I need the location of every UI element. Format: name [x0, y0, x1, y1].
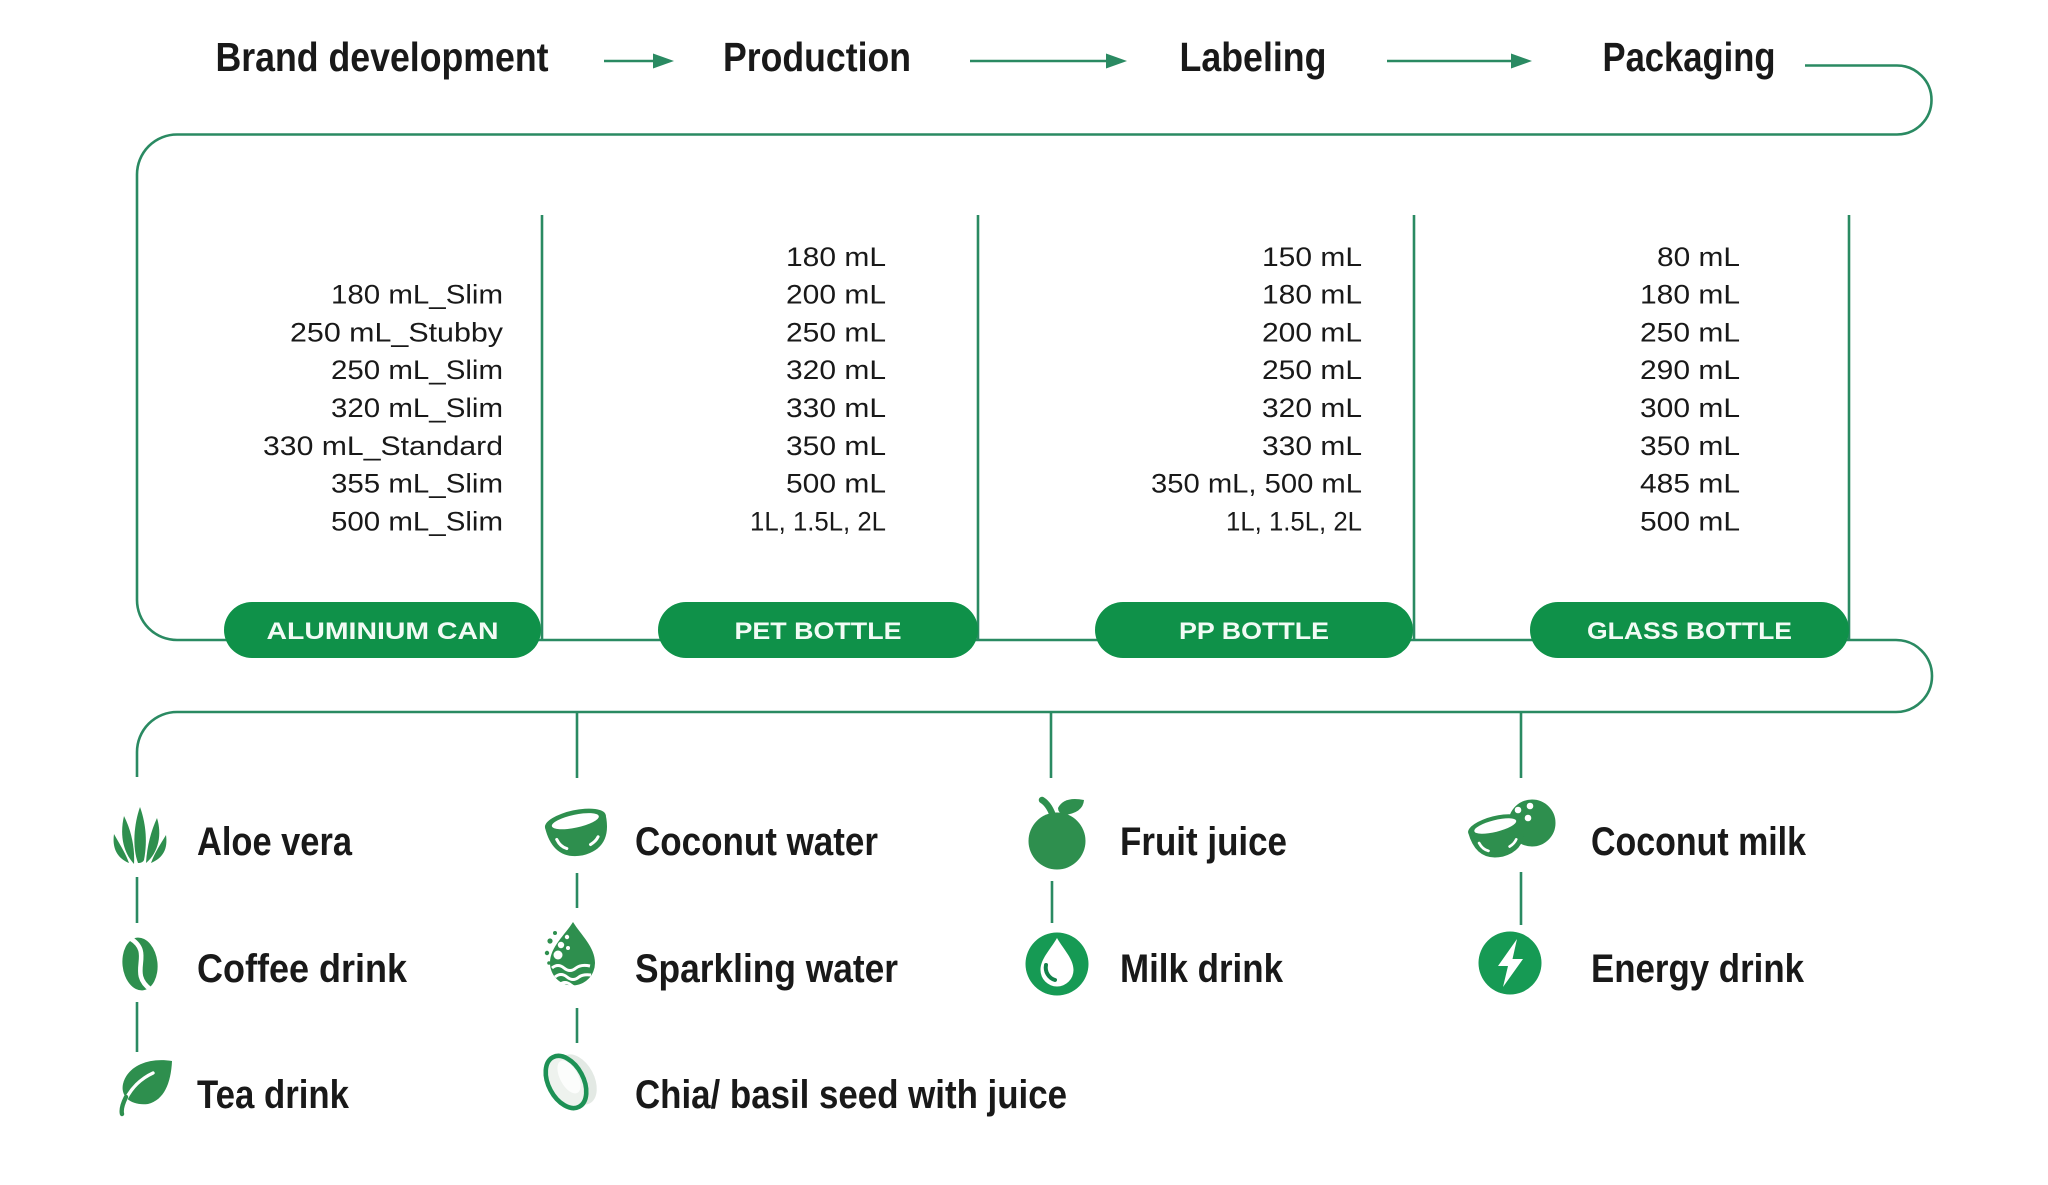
- svg-text:Coffee drink: Coffee drink: [197, 947, 408, 991]
- svg-text:80 mL: 80 mL: [1657, 242, 1740, 272]
- svg-text:290 mL: 290 mL: [1640, 355, 1740, 385]
- svg-text:330 mL: 330 mL: [786, 393, 886, 423]
- svg-text:Milk drink: Milk drink: [1120, 947, 1284, 991]
- svg-text:355 mL_Slim: 355 mL_Slim: [331, 469, 503, 499]
- svg-text:150 mL: 150 mL: [1262, 242, 1362, 272]
- svg-text:180 mL: 180 mL: [1262, 280, 1362, 310]
- svg-text:250 mL_Stubby: 250 mL_Stubby: [290, 317, 504, 347]
- svg-text:Fruit juice: Fruit juice: [1120, 820, 1287, 864]
- svg-text:Packaging: Packaging: [1603, 34, 1776, 80]
- svg-text:Brand development: Brand development: [216, 34, 549, 80]
- svg-text:320 mL: 320 mL: [786, 355, 886, 385]
- svg-text:200 mL: 200 mL: [1262, 317, 1362, 347]
- svg-text:PET BOTTLE: PET BOTTLE: [735, 618, 902, 645]
- svg-text:200 mL: 200 mL: [786, 280, 886, 310]
- svg-text:500 mL_Slim: 500 mL_Slim: [331, 506, 503, 536]
- svg-text:Tea drink: Tea drink: [197, 1073, 350, 1117]
- svg-text:330 mL_Standard: 330 mL_Standard: [263, 431, 503, 461]
- svg-text:Production: Production: [723, 34, 911, 80]
- svg-text:350 mL, 500 mL: 350 mL, 500 mL: [1151, 469, 1362, 499]
- svg-text:Aloe vera: Aloe vera: [197, 820, 353, 864]
- svg-text:485 mL: 485 mL: [1640, 469, 1740, 499]
- svg-text:300 mL: 300 mL: [1640, 393, 1740, 423]
- svg-text:Sparkling water: Sparkling water: [635, 947, 898, 991]
- svg-text:250 mL: 250 mL: [1640, 317, 1740, 347]
- svg-text:250 mL: 250 mL: [1262, 355, 1362, 385]
- svg-text:500 mL: 500 mL: [786, 469, 886, 499]
- svg-text:ALUMINIUM CAN: ALUMINIUM CAN: [267, 618, 499, 645]
- svg-text:180 mL: 180 mL: [786, 242, 886, 272]
- svg-text:180 mL: 180 mL: [1640, 280, 1740, 310]
- svg-text:330 mL: 330 mL: [1262, 431, 1362, 461]
- svg-text:320 mL_Slim: 320 mL_Slim: [331, 393, 503, 423]
- svg-text:GLASS BOTTLE: GLASS BOTTLE: [1587, 618, 1792, 645]
- svg-text:Chia/ basil seed with juice: Chia/ basil seed with juice: [635, 1073, 1067, 1117]
- svg-text:500 mL: 500 mL: [1640, 506, 1740, 536]
- svg-text:180 mL_Slim: 180 mL_Slim: [331, 280, 503, 310]
- svg-text:Coconut water: Coconut water: [635, 820, 878, 864]
- svg-text:320 mL: 320 mL: [1262, 393, 1362, 423]
- svg-text:1L, 1.5L, 2L: 1L, 1.5L, 2L: [750, 506, 886, 536]
- svg-text:Coconut milk: Coconut milk: [1591, 820, 1807, 864]
- svg-text:PP BOTTLE: PP BOTTLE: [1179, 618, 1329, 645]
- svg-text:350 mL: 350 mL: [1640, 431, 1740, 461]
- svg-text:350 mL: 350 mL: [786, 431, 886, 461]
- svg-text:Energy drink: Energy drink: [1591, 947, 1805, 991]
- svg-text:1L, 1.5L, 2L: 1L, 1.5L, 2L: [1226, 506, 1362, 536]
- svg-text:250 mL: 250 mL: [786, 317, 886, 347]
- svg-text:Labeling: Labeling: [1180, 34, 1327, 80]
- svg-text:250 mL_Slim: 250 mL_Slim: [331, 355, 503, 385]
